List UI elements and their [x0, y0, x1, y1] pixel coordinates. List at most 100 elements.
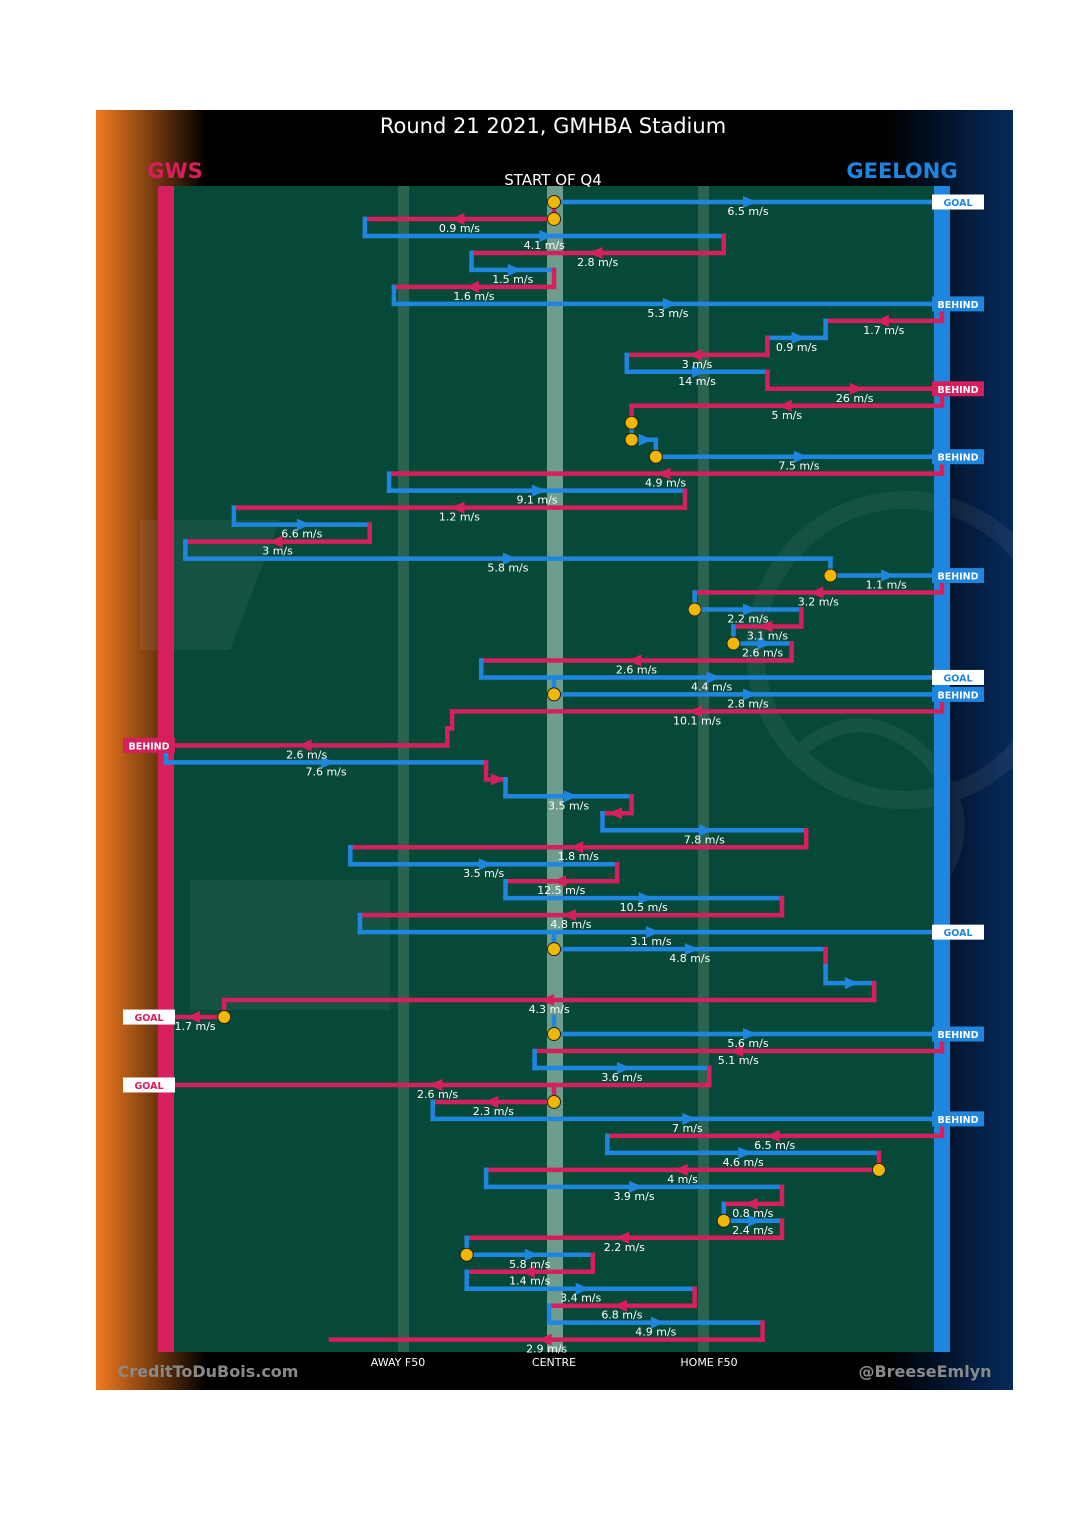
chain-arrow	[537, 1333, 552, 1346]
chain-arrow	[844, 977, 859, 990]
speed-label: 3.2 m/s	[798, 596, 839, 609]
outcome-badge	[932, 669, 984, 685]
chart-subtitle: START OF Q4	[504, 171, 602, 189]
outcome-label: BEHIND	[937, 300, 978, 311]
chain-arrow	[616, 1061, 631, 1074]
chain-arrow	[777, 399, 792, 412]
speed-label: 6.5 m/s	[754, 1139, 795, 1152]
chain-arrow	[688, 348, 703, 361]
speed-label: 4.4 m/s	[691, 680, 732, 693]
chain-arrow	[646, 926, 660, 939]
chain-arrow	[706, 671, 721, 684]
speed-label: 2.9 m/s	[526, 1343, 567, 1356]
speed-label: 2.6 m/s	[742, 646, 783, 659]
centre-line	[547, 186, 563, 1352]
chain-arrow	[450, 501, 465, 514]
possession-marker	[547, 211, 561, 226]
chain-arrow	[743, 603, 757, 616]
possession-marker	[547, 687, 561, 702]
chain-arrow	[268, 535, 283, 548]
chain-arrow	[881, 569, 896, 582]
outcome-label: GOAL	[943, 928, 972, 939]
chain-arrow	[627, 654, 642, 667]
chain-arrow	[743, 688, 757, 701]
chain-arrow	[450, 212, 465, 225]
possession-marker	[726, 636, 741, 651]
speed-label: 3.1 m/s	[747, 630, 788, 643]
chain-arrow	[561, 909, 576, 922]
chain-arrow	[765, 1129, 780, 1142]
outcome-label: BEHIND	[937, 453, 978, 464]
chain-arrow	[612, 1299, 627, 1312]
speed-label: 5.6 m/s	[727, 1037, 768, 1050]
possession-markers	[217, 195, 886, 1262]
chain-arrow	[757, 637, 772, 650]
speed-label: 7.8 m/s	[684, 833, 725, 846]
speed-label: 3.6 m/s	[601, 1071, 642, 1084]
speed-label: 1.4 m/s	[509, 1275, 550, 1288]
speed-label: 3 m/s	[262, 545, 293, 558]
speed-label: 1.7 m/s	[863, 324, 904, 337]
speed-label: 6.8 m/s	[601, 1309, 642, 1322]
chain-arrow	[743, 1028, 757, 1041]
outcome-label: GOAL	[134, 1081, 163, 1092]
chain-arrow	[464, 280, 479, 293]
outcome-badge	[932, 568, 984, 584]
speed-label: 5.1 m/s	[718, 1054, 759, 1067]
speed-label: 2.6 m/s	[616, 663, 657, 676]
chain-arrow	[588, 246, 603, 259]
speed-label: 3.1 m/s	[630, 935, 671, 948]
outcome-badge	[932, 924, 984, 940]
speed-label: 2.8 m/s	[577, 256, 618, 269]
chain-arrow	[539, 229, 554, 242]
chain-arrow	[758, 620, 773, 633]
credit-left: CreditToDuBois.com	[118, 1362, 299, 1381]
speed-label: 2.6 m/s	[286, 748, 327, 761]
possession-marker	[823, 568, 838, 583]
possession-marker	[648, 449, 663, 464]
chain-arrow	[673, 1163, 688, 1176]
home-team-label: GEELONG	[846, 159, 957, 183]
speed-label: 3.9 m/s	[613, 1190, 654, 1203]
speed-label: 1.8 m/s	[558, 850, 599, 863]
chain-arrow	[478, 858, 493, 871]
outcome-badge	[932, 449, 984, 465]
chain-arrow	[729, 1045, 744, 1057]
chain-arrow	[321, 756, 336, 769]
credit-right: @BreeseEmlyn	[858, 1362, 991, 1381]
chain-arrow	[615, 1231, 630, 1244]
x-tick-centre: CENTRE	[532, 1356, 576, 1369]
speed-label: 6.5 m/s	[727, 205, 768, 218]
speed-label: 4.9 m/s	[635, 1326, 676, 1339]
possession-marker	[547, 1027, 561, 1042]
gws-goal-line	[158, 186, 174, 1352]
speed-label: 1.7 m/s	[175, 1020, 216, 1033]
speed-label: 2.8 m/s	[727, 697, 768, 710]
speed-label: 2.4 m/s	[732, 1224, 773, 1237]
speed-label: 7 m/s	[672, 1122, 703, 1135]
chain-arrow	[629, 1180, 644, 1193]
possession-marker	[871, 1162, 886, 1177]
outcome-labels: GOAL BEHIND BEHIND BEHIND BEHIND GOAL BEHIND BE…	[123, 194, 984, 1127]
possession-marker	[547, 1094, 561, 1109]
chain-arrow	[662, 297, 677, 310]
chain-arrow	[684, 943, 699, 956]
chain-arrow	[520, 1265, 535, 1278]
chain-arrow	[692, 365, 707, 378]
speed-label: 3 m/s	[682, 358, 713, 371]
outcome-label: GOAL	[134, 1013, 163, 1024]
speed-label: 4.3 m/s	[529, 1003, 570, 1016]
chain-arrow	[699, 824, 714, 837]
speed-label: 14 m/s	[678, 375, 716, 388]
possession-marker	[217, 1010, 232, 1025]
x-tick-home-f50: HOME F50	[680, 1356, 737, 1369]
chain-arrow	[608, 807, 623, 820]
speed-label: 5 m/s	[771, 409, 802, 422]
chain-arrow	[186, 1011, 201, 1024]
speed-label: 5.3 m/s	[647, 307, 688, 320]
chain-arrow	[688, 705, 703, 718]
outcome-label: GOAL	[943, 198, 972, 209]
speed-label: 0.9 m/s	[776, 341, 817, 354]
speed-label: 5.8 m/s	[487, 562, 528, 575]
